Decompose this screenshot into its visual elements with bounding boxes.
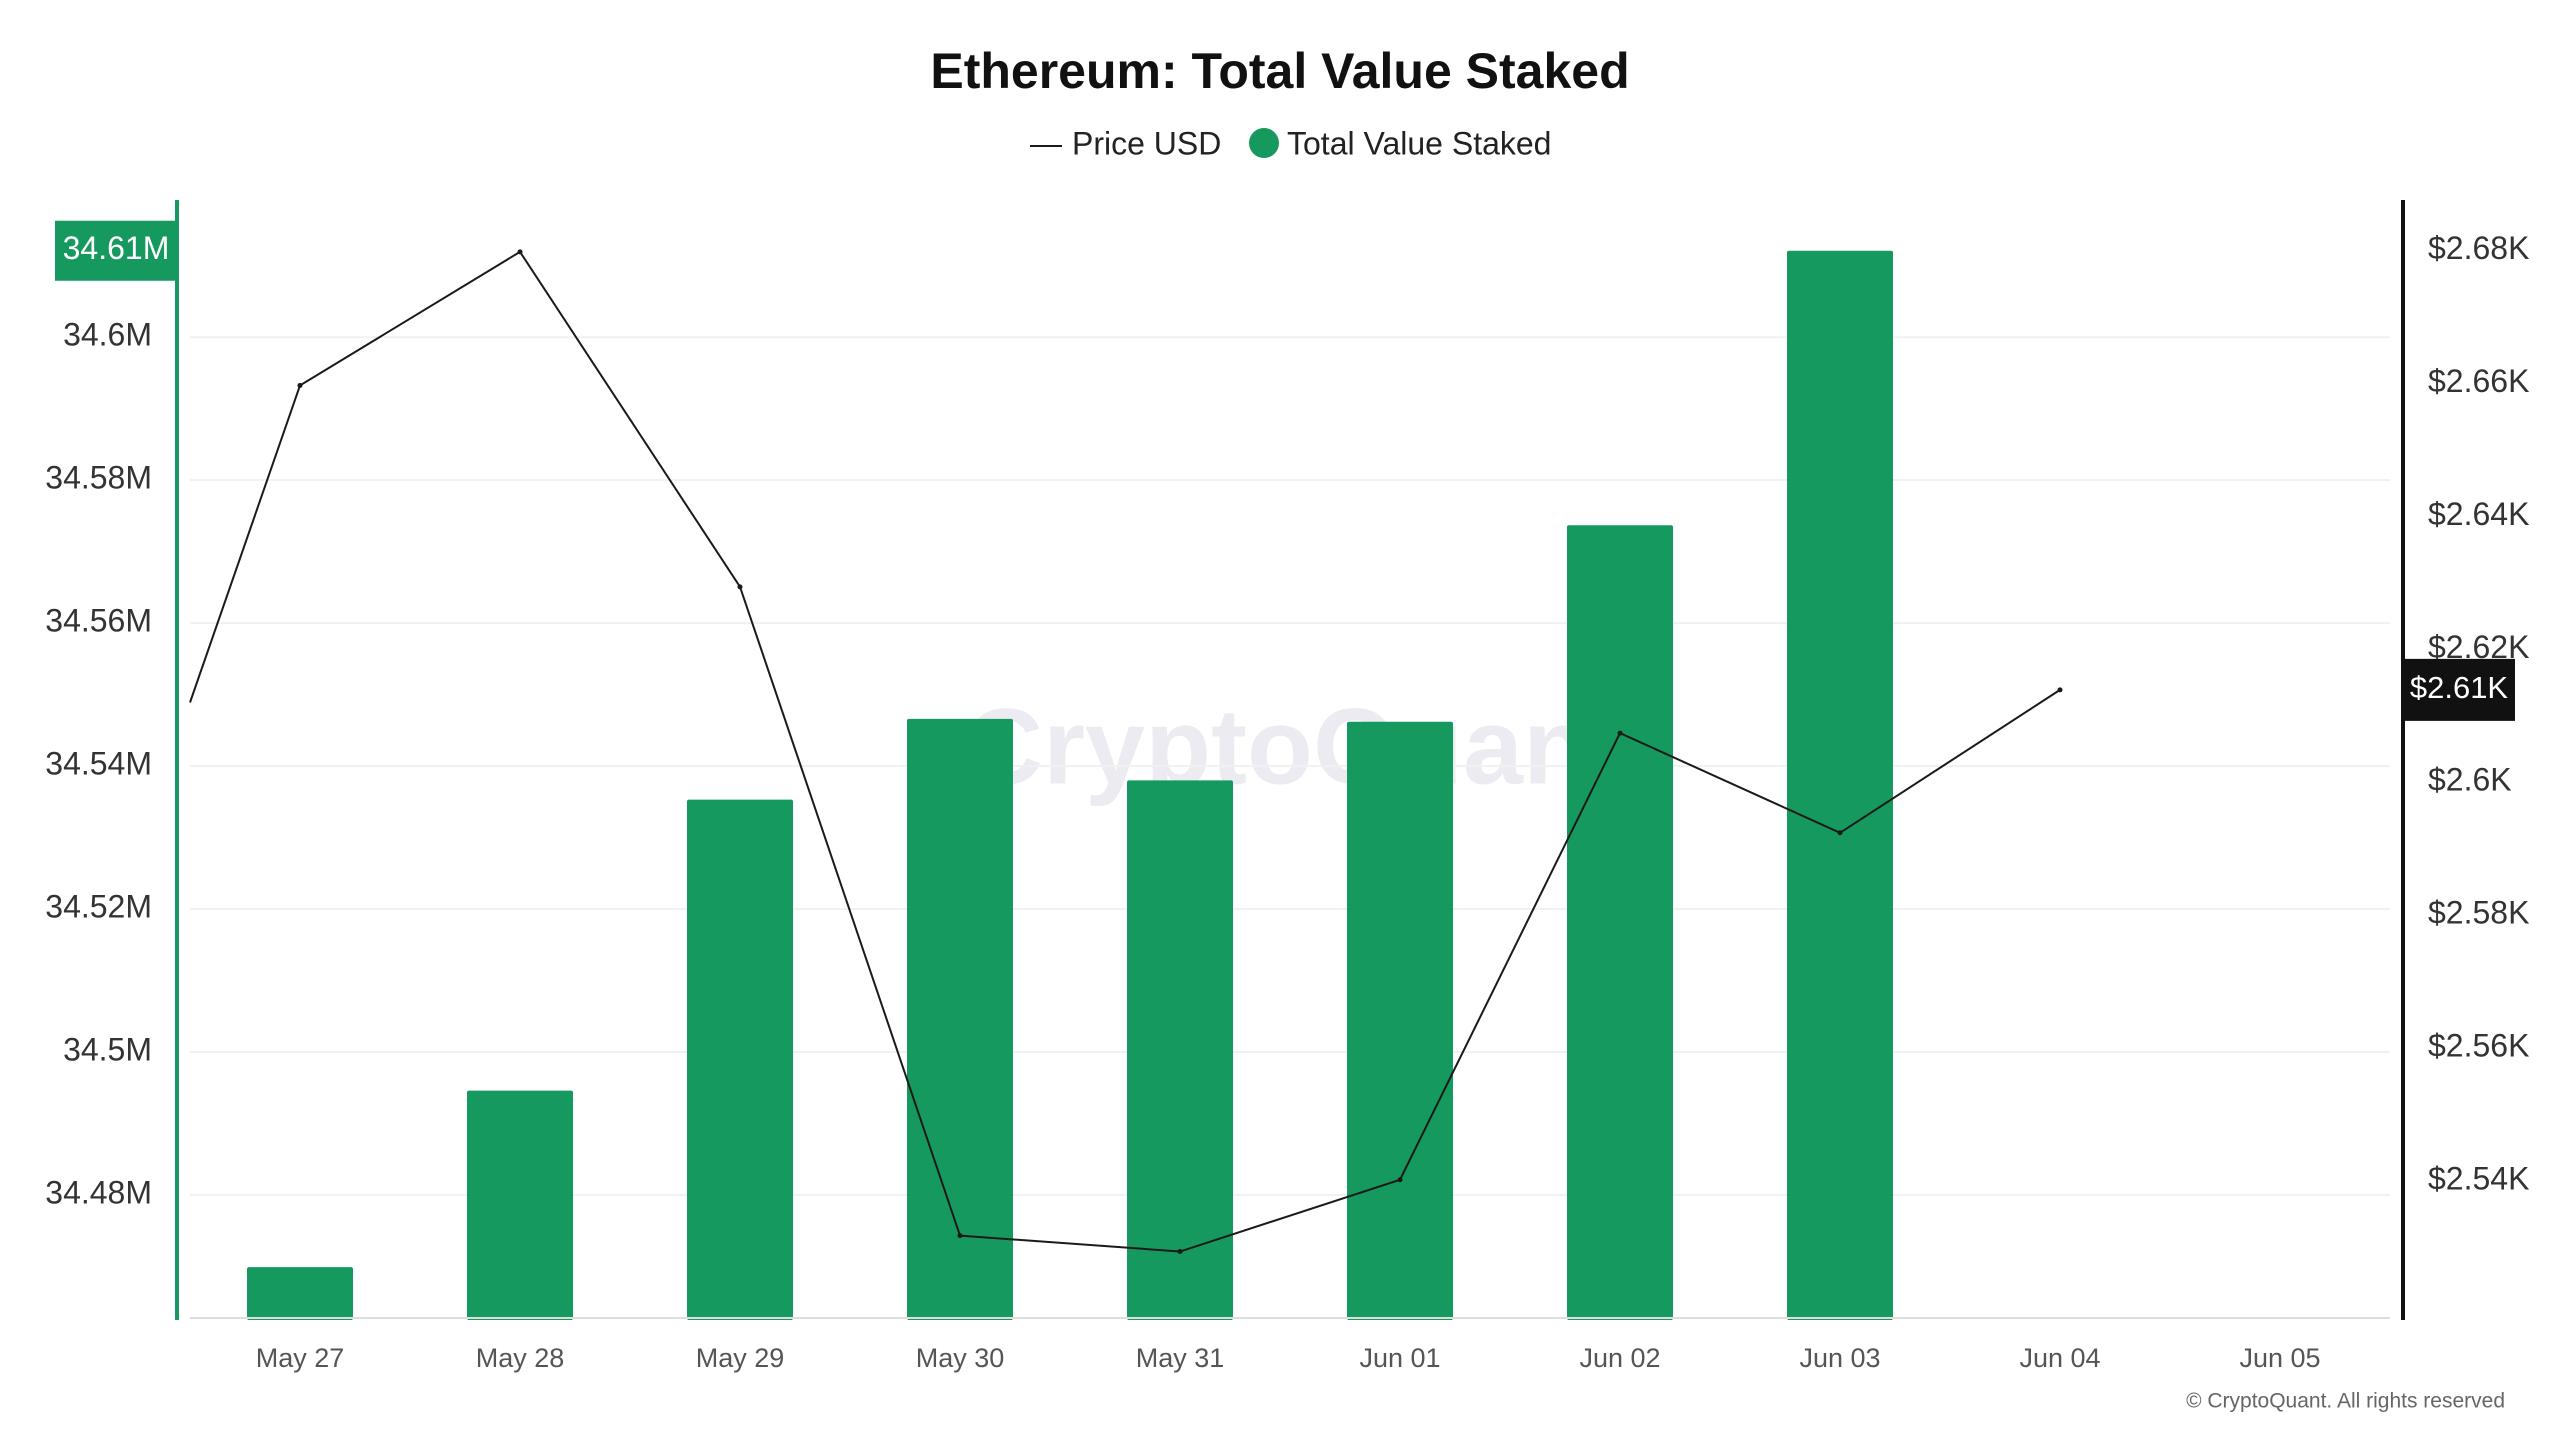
left-tick-label: 34.5M [63, 1031, 152, 1067]
right-axis-highlight: $2.61K [2403, 658, 2515, 721]
right-tick-label: $2.54K [2428, 1161, 2529, 1197]
price-point-may-31[interactable] [1177, 1249, 1183, 1255]
price-point-may-29[interactable] [737, 584, 743, 590]
x-tick-label: Jun 05 [2239, 1343, 2320, 1373]
x-tick-label: May 29 [696, 1343, 785, 1373]
bar-may-28[interactable] [467, 1090, 573, 1320]
price-point-may-28[interactable] [517, 249, 523, 255]
legend-label-total-value-staked: Total Value Staked [1287, 125, 1551, 161]
x-tick-label: May 30 [916, 1343, 1005, 1373]
right-highlight-label: $2.61K [2410, 670, 2509, 705]
right-tick-label: $2.64K [2428, 496, 2529, 532]
bar-may-31[interactable] [1127, 780, 1233, 1320]
legend-label-price: Price USD [1072, 125, 1221, 161]
price-point-jun-01[interactable] [1397, 1177, 1403, 1183]
left-tick-label: 34.6M [63, 317, 152, 353]
bar-may-27[interactable] [247, 1267, 353, 1320]
x-tick-label: May 27 [256, 1343, 345, 1373]
right-tick-label: $2.62K [2428, 629, 2529, 665]
bar-may-29[interactable] [687, 799, 793, 1320]
copyright-text: © CryptoQuant. All rights reserved [2186, 1390, 2505, 1413]
right-tick-label: $2.66K [2428, 363, 2529, 399]
gridlines [190, 336, 2390, 1196]
bars [247, 250, 1893, 1321]
x-tick-label: May 31 [1136, 1343, 1225, 1373]
x-axis-ticks: May 27 May 28 May 29 May 30 May 31 Jun 01 Jun … [256, 1343, 2321, 1373]
right-tick-label: $2.68K [2428, 230, 2529, 266]
legend-item-price[interactable]: Price USD [1030, 125, 1221, 161]
x-tick-label: Jun 04 [2019, 1343, 2100, 1373]
left-highlight-label: 34.61M [63, 230, 170, 266]
x-tick-label: May 28 [476, 1343, 565, 1373]
price-point-may-30[interactable] [957, 1233, 963, 1239]
left-tick-label: 34.54M [45, 746, 152, 782]
left-highlight-badge [55, 220, 177, 281]
bar-may-30[interactable] [907, 718, 1013, 1320]
right-highlight-badge [2403, 658, 2515, 721]
price-line-layer [189, 249, 2063, 1255]
right-tick-label: $2.56K [2428, 1028, 2529, 1064]
bar-jun-01[interactable] [1347, 721, 1453, 1320]
price-point-jun-03[interactable] [1837, 830, 1843, 836]
left-axis-highlight: 34.61M [55, 220, 177, 281]
legend-item-total-value-staked[interactable]: Total Value Staked [1249, 125, 1551, 161]
price-point-may-27[interactable] [297, 382, 303, 388]
chart-title: Ethereum: Total Value Staked [930, 43, 1629, 99]
watermark: CryptoQuant [965, 686, 1625, 807]
legend: Price USD Total Value Staked [1030, 125, 1551, 161]
left-tick-label: 34.58M [45, 460, 152, 496]
left-tick-label: 34.56M [45, 603, 152, 639]
right-tick-label: $2.6K [2428, 762, 2512, 798]
right-tick-label: $2.58K [2428, 895, 2529, 931]
price-point-jun-02[interactable] [1617, 730, 1623, 736]
x-tick-label: Jun 03 [1799, 1343, 1880, 1373]
left-axis-ticks: 34.48M 34.5M 34.52M 34.54M 34.56M 34.58M 34.6M [45, 317, 152, 1211]
x-tick-label: Jun 02 [1579, 1343, 1660, 1373]
right-axis-ticks: $2.54K $2.56K $2.58K $2.6K $2.62K $2.64K $2.66… [2428, 230, 2529, 1197]
series-line-price-usd[interactable] [189, 250, 2061, 1253]
bar-jun-03[interactable] [1787, 250, 1893, 1321]
bar-jun-02[interactable] [1567, 525, 1673, 1320]
legend-dot-marker [1249, 128, 1279, 158]
left-tick-label: 34.52M [45, 888, 152, 924]
x-tick-label: Jun 01 [1359, 1343, 1440, 1373]
price-point-jun-04[interactable] [2057, 687, 2063, 693]
left-tick-label: 34.48M [45, 1174, 152, 1210]
